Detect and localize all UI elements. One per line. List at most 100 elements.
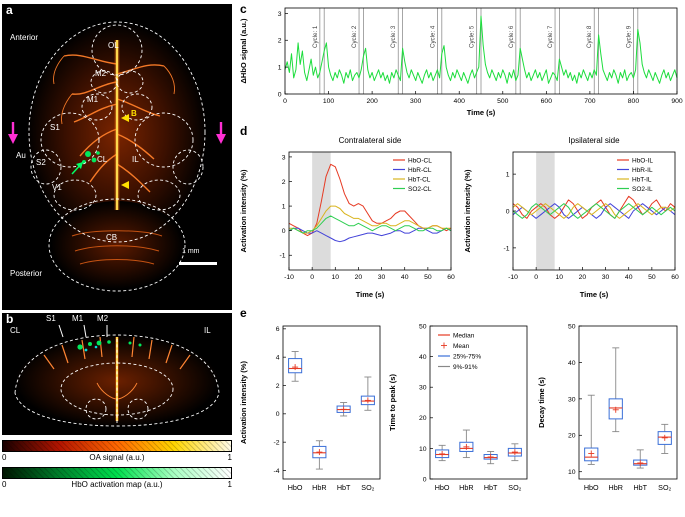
svg-text:HbT: HbT — [484, 483, 498, 492]
svg-text:Cycle: 8: Cycle: 8 — [586, 25, 593, 48]
panel-b-tag: b — [6, 313, 14, 326]
panel-c-tag: c — [240, 2, 247, 16]
panel-a: a Anterior Posterior OL M2 M1 S1 Au S2 C… — [2, 4, 232, 310]
svg-text:SO₂: SO₂ — [361, 483, 374, 492]
svg-text:2: 2 — [276, 383, 280, 390]
panel-a-tag: a — [6, 4, 13, 17]
svg-text:1: 1 — [282, 203, 286, 210]
svg-text:1: 1 — [506, 172, 510, 179]
svg-text:Cycle: 6: Cycle: 6 — [508, 25, 515, 48]
svg-text:20: 20 — [579, 274, 587, 281]
panel-e-decay-time-boxplot: HbO HbR HbT SO₂ 10 20 30 40 50 Decay time (s) — [535, 302, 685, 517]
svg-text:500: 500 — [497, 98, 509, 105]
coronal-region-outlines — [14, 334, 220, 427]
svg-text:Cycle: 3: Cycle: 3 — [390, 25, 397, 48]
svg-text:Time (s): Time (s) — [467, 108, 496, 117]
svg-text:HbR: HbR — [609, 483, 623, 492]
bregma-arrow-icon — [121, 114, 129, 122]
svg-text:0: 0 — [283, 98, 287, 105]
region-label-cl: CL — [97, 155, 108, 164]
svg-text:700: 700 — [584, 98, 596, 105]
scale-bar-label: 1 mm — [182, 248, 200, 255]
panel-e-tag: e — [240, 306, 247, 320]
region-label-m1-coronal: M1 — [72, 314, 84, 323]
svg-text:50: 50 — [424, 274, 432, 281]
svg-text:SO₂: SO₂ — [658, 483, 671, 492]
region-label-cb: CB — [106, 233, 118, 242]
svg-text:-1: -1 — [503, 245, 509, 252]
svg-text:100: 100 — [323, 98, 335, 105]
brain-coronal-image — [2, 313, 232, 435]
region-label-m2-coronal: M2 — [97, 314, 109, 323]
svg-text:300: 300 — [410, 98, 422, 105]
svg-text:-10: -10 — [508, 274, 518, 281]
svg-text:60: 60 — [671, 274, 679, 281]
svg-text:30: 30 — [602, 274, 610, 281]
svg-text:Activation intensity (%): Activation intensity (%) — [463, 169, 472, 252]
svg-text:50: 50 — [568, 323, 576, 330]
panel-c-chart: Cycle: 1 Cycle: 2 Cycle: 3 Cycle: 4 Cycle: 5… — [237, 0, 685, 120]
svg-text:0: 0 — [534, 274, 538, 281]
svg-text:50: 50 — [419, 323, 427, 330]
brain-region-outlines — [28, 21, 206, 292]
colorbar-hbo: 0 HbO activation map (a.u.) 1 — [2, 467, 232, 489]
orientation-label-anterior: Anterior — [10, 33, 39, 42]
svg-text:Time (s): Time (s) — [580, 290, 609, 299]
svg-text:Cycle: 2: Cycle: 2 — [351, 25, 358, 48]
section-plane-arrow-left-icon — [8, 122, 18, 144]
svg-text:SO2-CL: SO2-CL — [408, 186, 432, 193]
panel-e-activation-boxplot: HbO HbR HbT SO₂ -4 -2 0 2 4 6 Activation intensity… — [237, 302, 386, 517]
hbo-colorbar-caption: HbO activation map (a.u.) — [71, 480, 163, 489]
svg-text:Contralateral side: Contralateral side — [339, 136, 402, 145]
svg-text:-2: -2 — [273, 440, 279, 447]
hbo-colorbar-max: 1 — [227, 480, 232, 489]
region-label-s1-coronal: S1 — [46, 314, 56, 323]
region-label-s2: S2 — [36, 158, 46, 167]
activation-arrow-icon — [71, 161, 84, 175]
side-label-il: IL — [204, 326, 211, 335]
svg-text:Median: Median — [453, 332, 475, 339]
svg-text:3: 3 — [278, 11, 282, 18]
svg-text:30: 30 — [419, 385, 427, 392]
oa-signal-colorbar — [2, 440, 232, 452]
svg-text:Decay time (s): Decay time (s) — [537, 377, 546, 428]
svg-text:HbT: HbT — [337, 483, 351, 492]
svg-text:0: 0 — [278, 91, 282, 98]
svg-text:200: 200 — [366, 98, 378, 105]
hbo-colorbar-min: 0 — [2, 480, 7, 489]
svg-text:400: 400 — [454, 98, 466, 105]
svg-text:HbR-IL: HbR-IL — [632, 167, 653, 174]
brain-dorsal-image — [2, 4, 232, 310]
svg-text:900: 900 — [671, 98, 683, 105]
panel-e-time-to-peak-boxplot: HbO HbR HbT SO₂ 0 10 20 30 40 50 Time to peak (s) M… — [386, 302, 535, 517]
svg-text:40: 40 — [401, 274, 409, 281]
svg-text:0: 0 — [506, 208, 510, 215]
svg-text:40: 40 — [625, 274, 633, 281]
coronal-vessels — [43, 336, 191, 400]
svg-text:Activation intensity (%): Activation intensity (%) — [239, 169, 248, 252]
chart-e2-svg: HbO HbR HbT SO₂ 0 10 20 30 40 50 Time to peak (s) M… — [388, 323, 528, 492]
chart-c-svg: Cycle: 1 Cycle: 2 Cycle: 3 Cycle: 4 Cycle: 5… — [239, 7, 683, 117]
svg-text:10: 10 — [568, 469, 576, 476]
svg-text:HbT-CL: HbT-CL — [408, 176, 431, 183]
region-label-il: IL — [132, 155, 139, 164]
region-label-m1: M1 — [87, 95, 99, 104]
svg-text:Cycle: 9: Cycle: 9 — [625, 25, 632, 48]
svg-text:20: 20 — [355, 274, 363, 281]
svg-text:HbR: HbR — [459, 483, 473, 492]
so2-activation-spots — [84, 345, 98, 352]
colorbar-legend: 0 OA signal (a.u.) 1 0 HbO activation ma… — [2, 440, 232, 489]
chart-e3-svg: HbO HbR HbT SO₂ 10 20 30 40 50 Decay time (s) — [537, 323, 678, 492]
panel-d-contralateral-chart: -10 0 10 20 30 40 50 60 -1 0 1 2 3 Time (s) Activation… — [237, 122, 461, 302]
svg-text:4: 4 — [276, 355, 280, 362]
cerebellum-vessels — [71, 230, 163, 265]
svg-text:0: 0 — [282, 228, 286, 235]
svg-text:60: 60 — [447, 274, 455, 281]
oa-colorbar-caption: OA signal (a.u.) — [89, 453, 145, 462]
oa-colorbar-max: 1 — [227, 453, 232, 462]
hbo-activation-colorbar — [2, 467, 232, 479]
svg-text:Mean: Mean — [453, 343, 470, 350]
svg-text:30: 30 — [568, 396, 576, 403]
svg-text:2: 2 — [278, 38, 282, 45]
